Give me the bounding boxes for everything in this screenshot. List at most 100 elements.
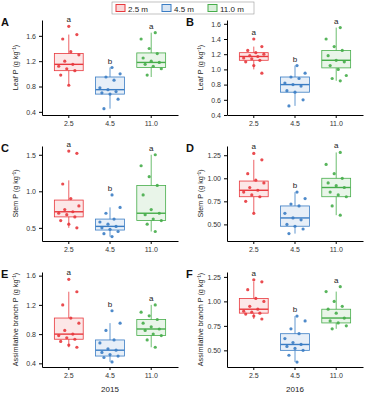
significance-letter: a — [334, 276, 339, 285]
point — [154, 153, 157, 156]
x-tick-mark — [253, 367, 254, 370]
x-tick-label: 2.5 — [249, 372, 259, 379]
point — [262, 181, 265, 184]
y-tick-label: 1.4 — [211, 36, 221, 43]
point — [154, 346, 157, 349]
y-tick-label: 0.6 — [211, 97, 221, 104]
x-tick-mark — [336, 241, 337, 244]
box — [239, 53, 268, 61]
point — [100, 351, 103, 354]
point — [110, 66, 113, 69]
point — [59, 219, 62, 222]
y-tick-mark — [39, 228, 42, 229]
x-tick-mark — [336, 115, 337, 118]
median — [322, 60, 351, 61]
y-tick-mark — [224, 54, 227, 55]
y-tick-label: 0.75 — [207, 323, 221, 330]
point — [242, 56, 245, 59]
y-tick-mark — [224, 350, 227, 351]
x-axis: 2.54.511.0 — [43, 367, 179, 379]
point — [108, 93, 111, 96]
marks — [239, 26, 350, 107]
point — [67, 278, 70, 281]
y-axis-title: Leaf P (g kg⁻¹) — [11, 45, 20, 90]
point — [248, 54, 251, 57]
legend-swatch — [208, 5, 217, 12]
point — [148, 175, 151, 178]
y-tick: 0.4 — [26, 109, 42, 116]
point — [250, 193, 253, 196]
y-axis-title: Leaf P (g kg⁻¹) — [196, 45, 205, 90]
point — [329, 64, 332, 67]
point — [262, 300, 265, 303]
y-tick-label: 0.4 — [211, 112, 221, 119]
point — [295, 64, 298, 67]
y-tick-mark — [39, 334, 42, 335]
y-axis-line — [227, 147, 228, 242]
legend-label: 2.5 m — [128, 5, 148, 14]
x-tick-label: 4.5 — [290, 246, 300, 253]
point — [343, 186, 346, 189]
point — [61, 182, 64, 185]
x-tick: 11.0 — [330, 367, 343, 379]
y-axis-line — [42, 273, 43, 368]
whisker-high — [68, 35, 69, 54]
significance-letter: b — [293, 305, 298, 314]
point — [258, 59, 261, 62]
point — [327, 54, 330, 57]
y-tick-label: 1.0 — [26, 188, 36, 195]
point — [295, 191, 298, 194]
whisker-high — [68, 180, 69, 200]
x-tick-mark — [151, 115, 152, 118]
y-tick-mark — [224, 100, 227, 101]
point — [248, 305, 251, 308]
y-tick: 0.8 — [211, 81, 227, 88]
point — [77, 53, 80, 56]
x-tick: 11.0 — [145, 115, 158, 127]
point — [67, 84, 70, 87]
x-tick: 4.5 — [105, 241, 115, 253]
whisker-low — [68, 217, 69, 228]
y-tick: 0.4 — [211, 112, 227, 119]
point — [301, 98, 304, 101]
whisker-high — [253, 160, 254, 181]
x-tick: 2.5 — [249, 115, 259, 127]
panel: 0.500.751.001.252.54.511.0aba — [207, 269, 363, 379]
point — [252, 37, 255, 40]
box — [54, 54, 83, 71]
box — [281, 334, 310, 351]
point — [63, 60, 66, 63]
whisker-high — [151, 155, 152, 186]
point — [297, 77, 300, 80]
point — [285, 89, 288, 92]
point — [337, 68, 340, 71]
x-tick-label: 4.5 — [290, 120, 300, 127]
point — [160, 219, 163, 222]
panel-letter: C — [1, 142, 9, 154]
y-tick-mark — [224, 24, 227, 25]
point — [256, 308, 259, 311]
point — [303, 72, 306, 75]
point — [67, 223, 70, 226]
marks — [54, 25, 165, 111]
x-tick: 4.5 — [290, 367, 300, 379]
y-tick-label: 1.25 — [207, 152, 221, 159]
point — [337, 321, 340, 324]
x-tick-mark — [295, 115, 296, 118]
point — [285, 223, 288, 226]
point — [343, 60, 346, 63]
point — [108, 228, 111, 231]
y-tick: 0.6 — [211, 97, 227, 104]
y-tick-mark — [39, 305, 42, 306]
x-tick: 4.5 — [290, 115, 300, 127]
point — [345, 74, 348, 77]
y-tick: 1.0 — [211, 66, 227, 73]
box — [322, 309, 351, 323]
point — [160, 334, 163, 337]
significance-letter: a — [67, 15, 72, 24]
point — [106, 347, 109, 350]
significance-letter: a — [67, 268, 72, 277]
significance-letter: a — [334, 17, 339, 26]
x-axis: 2.54.511.0 — [228, 241, 364, 253]
y-tick-mark — [224, 178, 227, 179]
